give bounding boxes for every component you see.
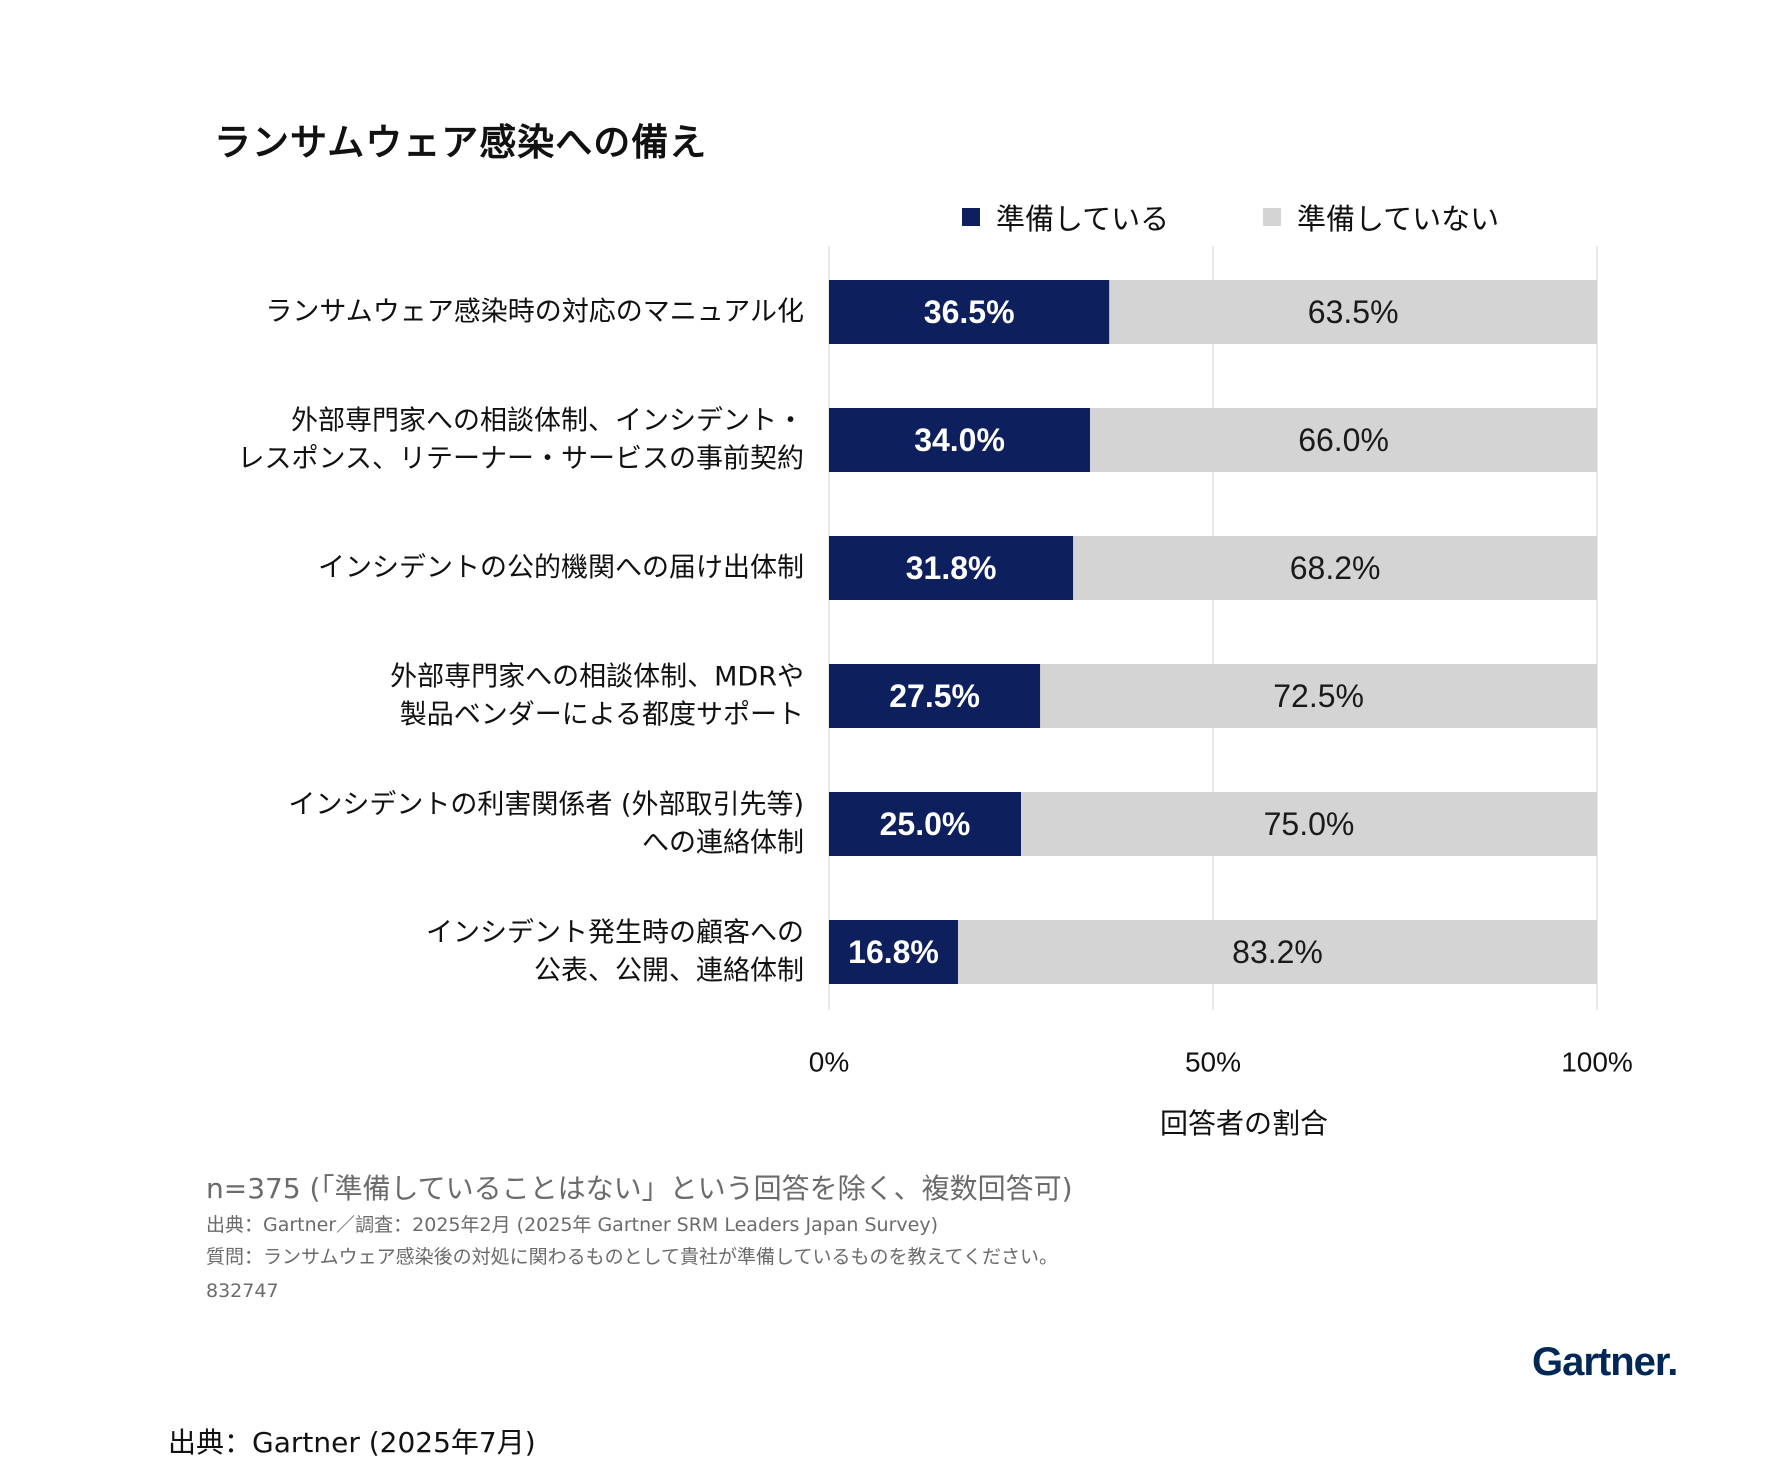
legend-item-not-prepared: 準備していない [1263,196,1499,238]
bar-prepared-4 [829,792,1021,856]
bar-prepared-2 [829,536,1074,600]
legend-swatch-prepared [962,208,980,226]
category-label-3-1: 製品ベンダーによる都度サポート [400,700,804,731]
chart-title: ランサムウェア感染への備え [214,121,708,164]
x-axis-label: 回答者の割合 [1160,1107,1329,1140]
data-label-not-prepared-4: 75.0% [1264,806,1355,842]
bar-not-prepared-5 [958,920,1597,984]
x-tick-label-1: 50% [1185,1047,1241,1078]
bar-not-prepared-3 [1040,664,1597,728]
bar-prepared-3 [829,664,1041,728]
category-label-2-0: インシデントの公的機関への届け出体制 [318,553,804,584]
gartner-logo: Gartner. [1532,1340,1678,1384]
data-label-not-prepared-0: 63.5% [1308,294,1399,330]
source-note: 出典：Gartner／調査：2025年2月 (2025年 Gartner SRM… [206,1214,938,1236]
category-label-4-1: への連絡体制 [642,828,804,859]
x-tick-label-2: 100% [1561,1047,1633,1078]
category-label-3-0: 外部専門家への相談体制、MDRや [390,662,804,693]
bar-prepared-1 [829,408,1091,472]
data-label-not-prepared-1: 66.0% [1298,422,1389,458]
category-label-4-0: インシデントの利害関係者 (外部取引先等) [288,790,804,821]
x-tick-label-0: 0% [809,1047,849,1078]
data-label-prepared-5: 16.8% [848,934,939,970]
category-label-5-0: インシデント発生時の顧客への [426,918,804,949]
bar-not-prepared-4 [1021,792,1597,856]
bar-prepared-0 [829,280,1110,344]
sample-note: n=375 (「準備していることはない」という回答を除く、複数回答可) [206,1172,1073,1205]
bar-not-prepared-1 [1090,408,1597,472]
data-label-prepared-1: 34.0% [914,422,1005,458]
stacked-bar-chart: 36.5% 63.5% ランサムウェア感染時の対応のマニュアル化 34.0% 66.0%… [238,246,1633,1078]
data-label-prepared-4: 25.0% [880,806,971,842]
data-label-not-prepared-2: 68.2% [1290,550,1381,586]
category-label-1-1: レスポンス、リテーナー・サービスの事前契約 [238,444,804,475]
data-label-not-prepared-3: 72.5% [1273,678,1364,714]
category-label-0-0: ランサムウェア感染時の対応のマニュアル化 [265,297,804,328]
category-label-5-1: 公表、公開、連絡体制 [534,956,804,987]
data-label-prepared-3: 27.5% [889,678,980,714]
legend-item-prepared: 準備している [962,196,1169,238]
footer-source: 出典：Gartner (2025年7月) [168,1426,536,1459]
bar-not-prepared-2 [1073,536,1597,600]
question-note: 質問：ランサムウェア感染後の対処に関わるものとして貴社が準備しているものを教えて… [206,1246,1058,1268]
legend-swatch-not-prepared [1263,208,1281,226]
data-label-not-prepared-5: 83.2% [1232,934,1323,970]
legend-label-prepared: 準備している [996,202,1170,236]
data-label-prepared-0: 36.5% [924,294,1015,330]
category-label-1-0: 外部専門家への相談体制、インシデント・ [291,406,804,437]
bar-not-prepared-0 [1109,280,1597,344]
data-label-prepared-2: 31.8% [906,550,997,586]
document-id: 832747 [206,1280,279,1302]
bar-prepared-5 [829,920,959,984]
legend-label-not-prepared: 準備していない [1297,202,1500,236]
